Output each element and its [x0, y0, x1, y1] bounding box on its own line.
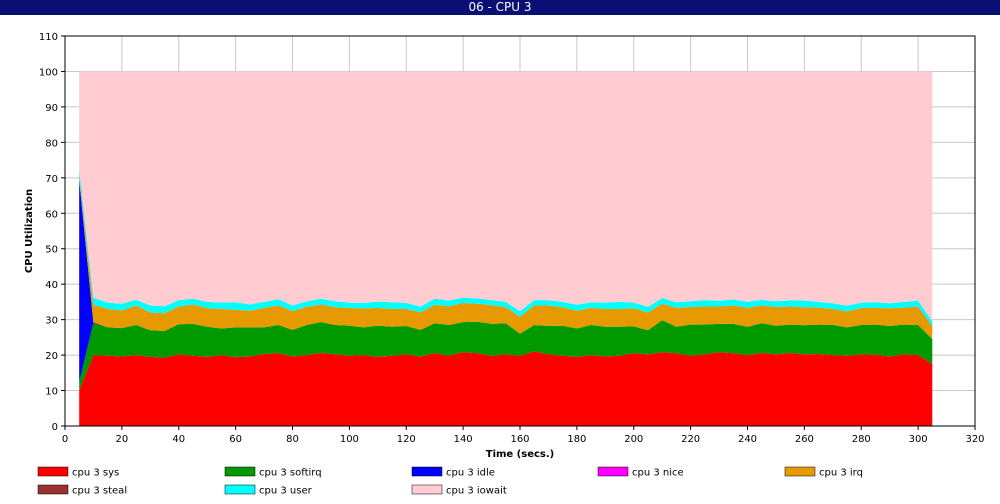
- chart-title-bar: 06 - CPU 3: [0, 0, 1000, 15]
- y-tick-label: 70: [45, 174, 58, 185]
- series-area-cpu-3-user: [79, 169, 933, 327]
- x-tick-label: 40: [172, 434, 185, 445]
- legend-swatch-cpu-3-sys: [37, 466, 69, 477]
- legend: cpu 3 sys cpu 3 softirq cpu 3 idle cpu 3 ni…: [37, 466, 863, 497]
- legend-label-cpu-3-nice: cpu 3 nice: [632, 468, 684, 479]
- series-area-cpu-3-irq: [79, 176, 933, 340]
- x-tick-label: 320: [965, 434, 984, 445]
- series-area-cpu-3-softirq: [79, 320, 933, 391]
- legend-swatch-cpu-3-softirq: [224, 466, 256, 477]
- y-tick-label: 60: [45, 209, 58, 220]
- series-area-cpu-3-iowait: [79, 71, 933, 322]
- legend-label-cpu-3-softirq: cpu 3 softirq: [259, 468, 322, 479]
- y-tick-label: 80: [45, 138, 58, 149]
- y-tick-label: 30: [45, 316, 58, 327]
- x-tick-label: 280: [852, 434, 871, 445]
- x-tick-label: 100: [340, 434, 359, 445]
- x-tick-label: 220: [681, 434, 700, 445]
- series-area-cpu-3-sys: [79, 351, 933, 426]
- legend-swatch-cpu-3-nice: [597, 466, 629, 477]
- x-tick-label: 240: [738, 434, 757, 445]
- x-tick-label: 160: [510, 434, 529, 445]
- stacked-areas: [79, 71, 933, 426]
- legend-label-cpu-3-steal: cpu 3 steal: [72, 486, 127, 497]
- legend-label-cpu-3-iowait: cpu 3 iowait: [446, 486, 507, 497]
- x-tick-label: 260: [795, 434, 814, 445]
- cpu-utilization-chart: 0 20 40 60 80 100 120 140 160 180 200 220 240 260 280 3…: [24, 32, 985, 497]
- y-tick-label: 100: [39, 67, 58, 78]
- y-tick-label: 90: [45, 103, 58, 114]
- chart-title: 06 - CPU 3: [468, 0, 532, 14]
- x-tick-label: 0: [62, 434, 68, 445]
- x-tick-label: 200: [624, 434, 643, 445]
- legend-swatch-cpu-3-irq: [784, 466, 816, 477]
- legend-label-cpu-3-user: cpu 3 user: [259, 486, 313, 497]
- axis-ticks: 0 20 40 60 80 100 120 140 160 180 200 220 240 260 280 3…: [39, 32, 985, 445]
- x-tick-label: 180: [567, 434, 586, 445]
- legend-swatch-cpu-3-idle: [411, 466, 443, 477]
- x-tick-label: 140: [454, 434, 473, 445]
- x-tick-label: 60: [229, 434, 242, 445]
- y-tick-label: 50: [45, 245, 58, 256]
- x-tick-label: 120: [397, 434, 416, 445]
- x-tick-label: 300: [909, 434, 928, 445]
- y-tick-label: 110: [39, 32, 58, 43]
- y-tick-label: 10: [45, 387, 58, 398]
- legend-swatch-cpu-3-steal: [37, 484, 69, 495]
- legend-label-cpu-3-sys: cpu 3 sys: [72, 468, 119, 479]
- x-tick-label: 80: [286, 434, 299, 445]
- legend-label-cpu-3-irq: cpu 3 irq: [819, 468, 863, 479]
- x-tick-label: 20: [116, 434, 129, 445]
- legend-label-cpu-3-idle: cpu 3 idle: [446, 468, 495, 479]
- y-tick-label: 20: [45, 351, 58, 362]
- legend-swatch-cpu-3-user: [224, 484, 256, 495]
- y-axis-label: CPU Utilization: [24, 189, 35, 273]
- y-tick-label: 40: [45, 280, 58, 291]
- y-tick-label: 0: [52, 422, 58, 433]
- legend-swatch-cpu-3-iowait: [411, 484, 443, 495]
- x-axis-label: Time (secs.): [486, 449, 555, 460]
